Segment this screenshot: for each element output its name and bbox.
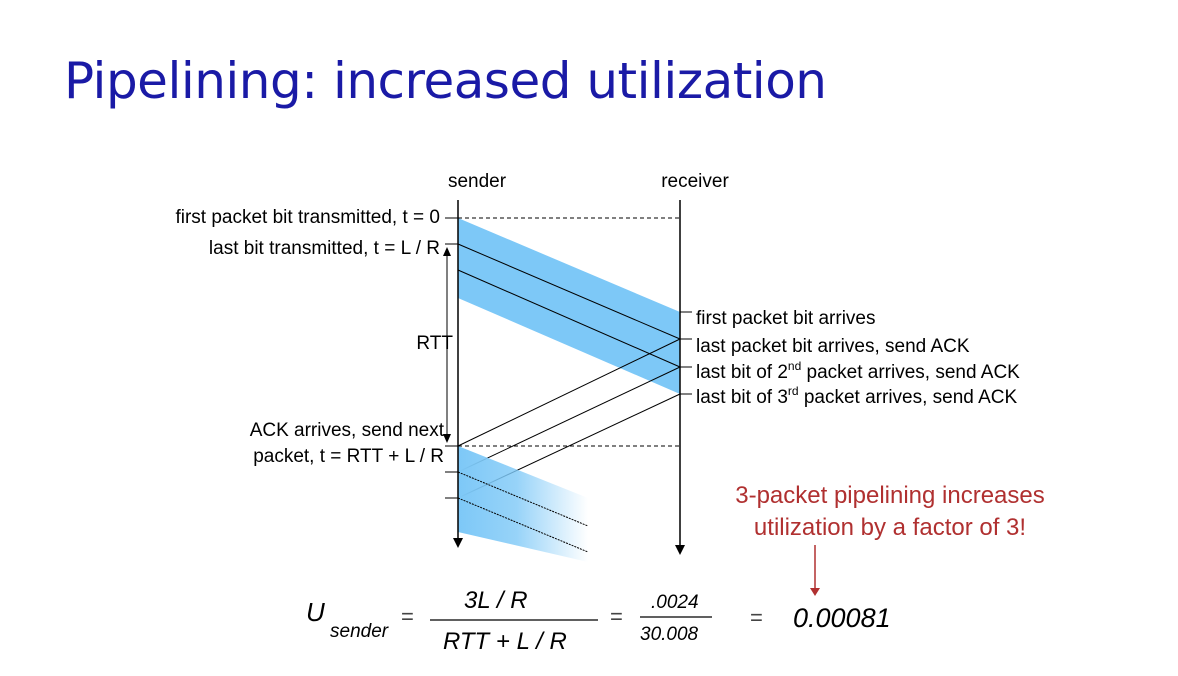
equals-2: =: [610, 604, 623, 629]
ack-line-2: [457, 366, 681, 473]
ack-arrives-label-line1: ACK arrives, send next: [250, 420, 445, 441]
third-pre: last bit of 3: [696, 387, 788, 408]
sender-label: sender: [448, 171, 507, 192]
third-sup: rd: [788, 384, 799, 398]
last-bit-arrives-label: last packet bit arrives, send ACK: [696, 336, 970, 357]
next-packet-band: [458, 446, 588, 562]
equals-1: =: [401, 604, 414, 629]
numerator-2: .0024: [651, 592, 699, 613]
packet-band: [458, 218, 680, 394]
rtt-arrow-up-icon: [443, 247, 451, 256]
note-line-2: utilization by a factor of 3!: [753, 514, 1027, 541]
pipelining-note: 3-packet pipelining increases utilizatio…: [690, 480, 1090, 544]
numerator-1: 3L / R: [464, 587, 528, 614]
first-bit-transmitted-label: first packet bit transmitted, t = 0: [175, 207, 440, 228]
sender-arrow-icon: [453, 538, 463, 548]
next-divider-2: [457, 497, 589, 553]
first-bit-arrives-label: first packet bit arrives: [696, 308, 876, 329]
rtt-arrow-down-icon: [443, 434, 451, 443]
packet-divider-2: [457, 269, 681, 368]
receiver-arrow-icon: [675, 545, 685, 555]
equals-3: =: [750, 605, 763, 630]
utilization-result: 0.00081: [793, 603, 891, 633]
note-line-1: 3-packet pipelining increases: [735, 482, 1045, 509]
note-pointer-arrow-icon: [810, 588, 820, 596]
third-packet-arrives-label: last bit of 3rd packet arrives, send ACK: [696, 384, 1017, 408]
denominator-2: 30.008: [640, 624, 699, 645]
receiver-label: receiver: [661, 171, 729, 192]
packet-divider-1: [457, 243, 681, 340]
denominator-1: RTT + L / R: [443, 628, 567, 655]
second-pre: last bit of 2: [696, 362, 788, 383]
slide-title: Pipelining: increased utilization: [64, 52, 827, 110]
last-bit-transmitted-label: last bit transmitted, t = L / R: [209, 238, 440, 259]
utilization-symbol: U: [306, 597, 325, 627]
ack-arrives-label-line2: packet, t = RTT + L / R: [253, 446, 444, 467]
next-divider-1: [457, 471, 589, 527]
rtt-label: RTT: [416, 333, 453, 354]
second-packet-arrives-label: last bit of 2nd packet arrives, send ACK: [696, 359, 1020, 383]
second-post: packet arrives, send ACK: [801, 362, 1020, 383]
ack-line-1: [457, 338, 681, 447]
utilization-subscript: sender: [330, 621, 389, 642]
third-post: packet arrives, send ACK: [799, 387, 1018, 408]
second-sup: nd: [788, 359, 801, 373]
